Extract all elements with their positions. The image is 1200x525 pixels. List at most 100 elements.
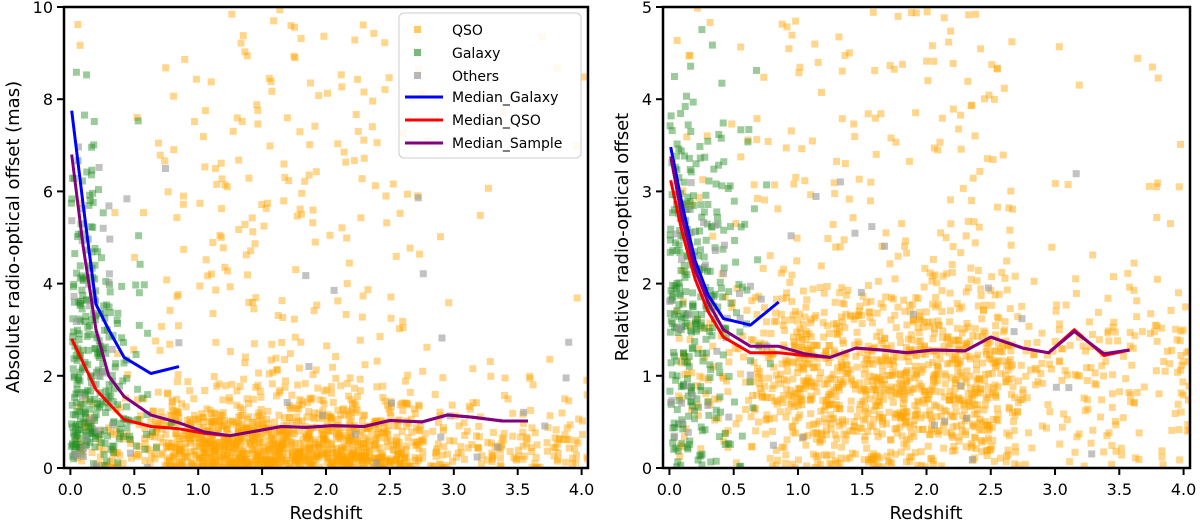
right-qso-point xyxy=(1025,429,1032,437)
right-qso-point xyxy=(872,375,880,383)
left-qso-point xyxy=(331,457,339,464)
left-qso-point xyxy=(395,445,402,453)
left-qso-point xyxy=(329,363,336,371)
right-qso-point xyxy=(849,381,857,388)
right-qso-point xyxy=(795,364,802,372)
right-qso-point xyxy=(1021,460,1029,468)
right-qso-point xyxy=(801,355,809,363)
left-y-axis-label: Absolute radio-optical offset (mas) xyxy=(3,81,24,393)
left-qso-point xyxy=(241,48,249,56)
right-qso-point xyxy=(916,308,924,316)
left-qso-point xyxy=(406,462,413,468)
right-y-axis-label: Relative radio-optical offset xyxy=(612,113,633,361)
left-qso-point xyxy=(182,439,189,447)
right-qso-point xyxy=(1019,389,1027,397)
right-qso-point xyxy=(895,409,903,417)
right-qso-point xyxy=(1167,307,1175,314)
left-qso-point xyxy=(192,75,200,83)
left-qso-point xyxy=(392,252,400,260)
right-galaxy-point xyxy=(707,292,715,300)
left-qso-point xyxy=(141,434,148,442)
right-qso-point xyxy=(1152,367,1160,375)
left-galaxy-point xyxy=(105,394,113,402)
right-qso-point xyxy=(789,311,797,319)
right-qso-point xyxy=(864,428,872,435)
left-qso-point xyxy=(309,461,317,468)
left-galaxy-point xyxy=(69,441,77,449)
right-qso-point xyxy=(935,427,943,435)
left-qso-point xyxy=(242,251,250,259)
right-qso-point xyxy=(998,348,1006,356)
left-qso-point xyxy=(378,453,386,461)
right-qso-point xyxy=(1135,429,1143,437)
right-qso-point xyxy=(977,420,985,428)
left-qso-point xyxy=(228,459,235,467)
left-qso-point xyxy=(166,422,174,429)
left-x-tick-label: 3.5 xyxy=(505,480,530,499)
right-qso-point xyxy=(940,406,948,414)
left-qso-point xyxy=(405,463,413,468)
right-qso-point xyxy=(1086,343,1094,351)
right-qso-point xyxy=(934,428,941,435)
right-galaxy-point xyxy=(671,282,679,290)
right-others-point xyxy=(684,428,692,436)
left-qso-point xyxy=(195,442,203,450)
left-qso-point xyxy=(342,158,350,166)
right-qso-point xyxy=(894,12,902,20)
left-qso-point xyxy=(384,401,391,409)
right-qso-point xyxy=(965,11,973,19)
left-qso-point xyxy=(566,421,574,429)
right-qso-point xyxy=(962,232,970,240)
right-qso-point xyxy=(753,311,761,319)
left-qso-point xyxy=(212,448,220,455)
right-galaxy-point xyxy=(676,227,684,234)
left-qso-point xyxy=(166,454,174,462)
left-qso-point xyxy=(234,463,242,468)
left-qso-point xyxy=(245,460,253,468)
right-qso-point xyxy=(822,426,830,434)
left-qso-point xyxy=(320,400,328,408)
left-qso-point xyxy=(264,460,272,468)
left-qso-point xyxy=(173,292,181,300)
right-galaxy-point xyxy=(673,166,681,174)
left-qso-point xyxy=(279,442,287,450)
right-qso-point xyxy=(995,290,1003,298)
right-median-galaxy-line xyxy=(669,146,780,327)
left-qso-point xyxy=(235,156,243,164)
left-galaxy-point xyxy=(96,348,104,356)
right-qso-point xyxy=(778,20,786,28)
right-galaxy-point xyxy=(708,332,716,340)
right-qso-point xyxy=(676,441,684,449)
right-qso-point xyxy=(893,384,900,392)
left-galaxy-point xyxy=(114,459,122,467)
right-galaxy-point xyxy=(706,287,714,294)
left-qso-point xyxy=(281,444,289,452)
left-qso-point xyxy=(326,464,334,468)
left-qso-point xyxy=(297,210,305,218)
left-qso-point xyxy=(387,437,394,445)
left-qso-point xyxy=(361,453,369,461)
left-qso-point xyxy=(243,423,251,431)
left-qso-point xyxy=(390,447,398,454)
left-qso-point xyxy=(294,448,302,456)
right-qso-point xyxy=(992,358,1000,366)
right-galaxy-point xyxy=(700,208,708,216)
right-galaxy-point xyxy=(667,317,675,325)
right-galaxy-point xyxy=(712,406,720,414)
left-galaxy-point xyxy=(109,398,117,406)
left-qso-point xyxy=(305,455,313,463)
right-qso-point xyxy=(983,447,991,455)
right-qso-point xyxy=(948,268,956,276)
left-qso-point xyxy=(221,443,229,451)
left-galaxy-point xyxy=(144,391,152,399)
right-galaxy-point xyxy=(677,267,685,275)
right-qso-point xyxy=(791,417,799,425)
left-qso-point xyxy=(173,214,181,222)
left-qso-point xyxy=(285,428,293,436)
left-qso-point xyxy=(232,454,239,462)
right-qso-point xyxy=(694,411,702,419)
right-qso-point xyxy=(890,362,898,370)
right-qso-point xyxy=(832,383,840,391)
right-qso-point xyxy=(714,395,722,403)
left-qso-point xyxy=(177,461,185,468)
